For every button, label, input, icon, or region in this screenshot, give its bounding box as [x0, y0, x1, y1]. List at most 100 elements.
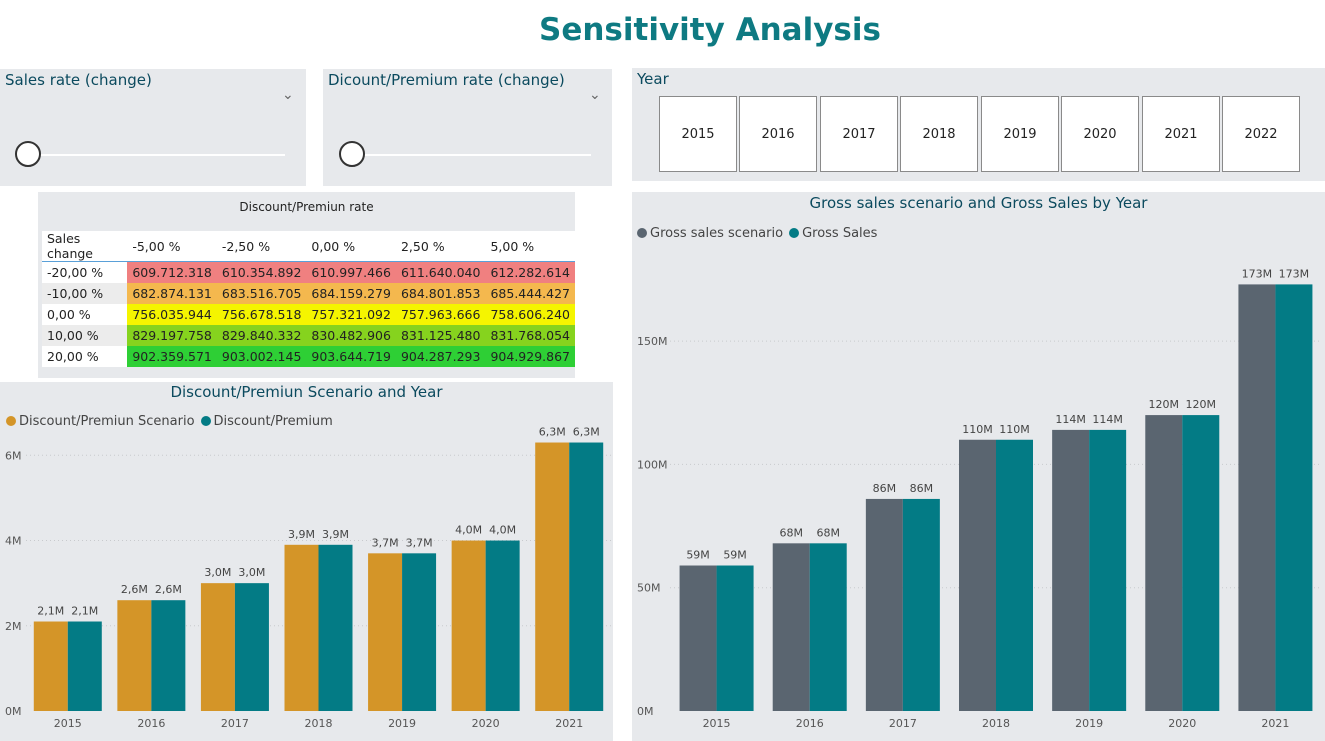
matrix-row-header: -10,00 %: [42, 282, 128, 304]
matrix-table: Sales change -5,00 % -2,50 % 0,00 % 2,50…: [42, 231, 575, 367]
year-button-2019[interactable]: 2019: [981, 96, 1059, 172]
matrix-cell: 610.997.466: [306, 261, 396, 283]
y-tick-label: 6M: [5, 449, 22, 462]
bar: [284, 544, 319, 711]
x-tick-label: 2016: [796, 717, 824, 730]
gross-sales-bar-chart-svg: 0M 50M 100M 150M 59M 59M 2015 68M 68M 2016 86M 86M 2…: [637, 267, 1322, 730]
matrix-column-header: -2,50 %: [216, 231, 307, 262]
sales-rate-slider-track[interactable]: [28, 154, 285, 156]
sensitivity-matrix: Discount/Premiun rate Sales change -5,00…: [38, 192, 575, 378]
matrix-cell: 829.197.758: [127, 324, 217, 346]
data-label: 86M: [873, 482, 897, 495]
matrix-cell: 758.606.240: [485, 303, 575, 325]
matrix-cell: 683.516.705: [216, 282, 307, 304]
bar: [67, 621, 102, 711]
matrix-cell: 685.444.427: [485, 282, 575, 304]
year-button-2018[interactable]: 2018: [900, 96, 978, 172]
year-button-2022[interactable]: 2022: [1222, 96, 1300, 172]
y-tick-label: 2M: [5, 620, 22, 633]
x-tick-label: 2019: [1075, 717, 1103, 730]
data-label: 3,9M: [288, 528, 315, 541]
bar: [117, 600, 152, 711]
matrix-row: -10,00 % 682.874.131 683.516.705 684.159.27…: [42, 282, 575, 304]
data-label: 68M: [779, 526, 803, 539]
matrix-row-header: 20,00 %: [42, 345, 128, 367]
x-tick-label: 2015: [54, 717, 82, 730]
chart-title: Discount/Premiun Scenario and Year: [170, 383, 443, 401]
bar: [151, 600, 186, 711]
legend-dot-icon: [200, 416, 211, 426]
legend-label: Gross Sales: [802, 226, 878, 241]
chevron-down-icon[interactable]: ⌄: [282, 87, 294, 103]
matrix-cell: 684.159.279: [306, 282, 396, 304]
matrix-column-header: 0,00 %: [306, 231, 396, 262]
matrix-row-header: 0,00 %: [42, 303, 128, 325]
data-label: 173M: [1242, 267, 1273, 280]
bar: [1182, 415, 1220, 711]
matrix-corner-header: Sales change: [42, 231, 128, 262]
legend-label: Discount/Premium: [213, 414, 333, 429]
chart-legend: Discount/Premiun Scenario Discount/Premi…: [6, 414, 333, 429]
page-title: Sensitivity Analysis: [539, 12, 881, 48]
bar: [716, 565, 754, 711]
matrix-cell: 830.482.906: [306, 324, 396, 346]
data-label: 114M: [1092, 413, 1123, 426]
data-label: 3,9M: [322, 528, 349, 541]
year-slicer: Year 2015 2016 2017 2018 2019 2020 2021 …: [632, 68, 1325, 181]
data-label: 3,7M: [406, 536, 433, 549]
x-tick-label: 2018: [305, 717, 333, 730]
bar: [200, 583, 235, 711]
legend-item[interactable]: Discount/Premium: [200, 414, 333, 429]
matrix-cell: 829.840.332: [216, 324, 307, 346]
bar: [865, 498, 903, 711]
bar: [679, 565, 717, 711]
matrix-cell: 903.002.145: [216, 345, 307, 367]
year-button-2017[interactable]: 2017: [820, 96, 898, 172]
sales-rate-slider-knob[interactable]: [15, 141, 41, 167]
bar: [1052, 429, 1090, 711]
bar: [1145, 415, 1183, 711]
bar: [959, 439, 996, 711]
matrix-cell: 902.359.571: [127, 345, 217, 367]
discount-bar-chart-svg: 0M 2M 4M 6M 2,1M 2,1M 2015 2,6M 2,6M 2016 3,0M 3,0M…: [5, 426, 611, 730]
data-label: 3,0M: [238, 566, 265, 579]
bar: [1275, 284, 1313, 711]
x-tick-label: 2021: [555, 717, 583, 730]
data-label: 120M: [1186, 398, 1217, 411]
year-button-2016[interactable]: 2016: [739, 96, 817, 172]
data-label: 110M: [999, 423, 1030, 436]
bar: [33, 621, 68, 711]
matrix-row: 0,00 % 756.035.944 756.678.518 757.321.092 7…: [42, 303, 575, 325]
data-label: 6,3M: [573, 426, 600, 439]
legend-item[interactable]: Discount/Premiun Scenario: [6, 414, 195, 429]
chevron-down-icon[interactable]: ⌄: [589, 87, 601, 103]
matrix-cell: 682.874.131: [127, 282, 217, 304]
bar: [451, 540, 486, 711]
matrix-cell: 756.035.944: [127, 303, 217, 325]
discount-rate-slider-track[interactable]: [351, 154, 591, 156]
matrix-cell: 757.963.666: [395, 303, 486, 325]
matrix-cell: 612.282.614: [485, 261, 575, 283]
legend-dot-icon: [6, 416, 16, 426]
matrix-row-header: 10,00 %: [42, 324, 128, 346]
data-label: 68M: [816, 526, 840, 539]
x-tick-label: 2018: [982, 717, 1010, 730]
year-slicer-title: Year: [637, 70, 669, 88]
year-button-2021[interactable]: 2021: [1142, 96, 1220, 172]
chart-legend: Gross sales scenario Gross Sales: [637, 226, 877, 241]
bar: [902, 498, 940, 711]
gross-sales-chart: Gross sales scenario and Gross Sales by …: [632, 192, 1325, 741]
data-label: 2,6M: [121, 583, 148, 596]
data-label: 59M: [686, 549, 710, 562]
data-label: 173M: [1279, 267, 1310, 280]
data-label: 86M: [910, 482, 934, 495]
legend-item[interactable]: Gross Sales: [789, 226, 877, 241]
year-button-2015[interactable]: 2015: [659, 96, 737, 172]
matrix-cell: 610.354.892: [216, 261, 307, 283]
data-label: 2,1M: [71, 605, 98, 618]
legend-item[interactable]: Gross sales scenario: [637, 226, 783, 241]
bar: [368, 553, 403, 711]
matrix-cell: 831.768.054: [485, 324, 575, 346]
year-button-2020[interactable]: 2020: [1061, 96, 1139, 172]
discount-rate-slider-knob[interactable]: [339, 141, 365, 167]
